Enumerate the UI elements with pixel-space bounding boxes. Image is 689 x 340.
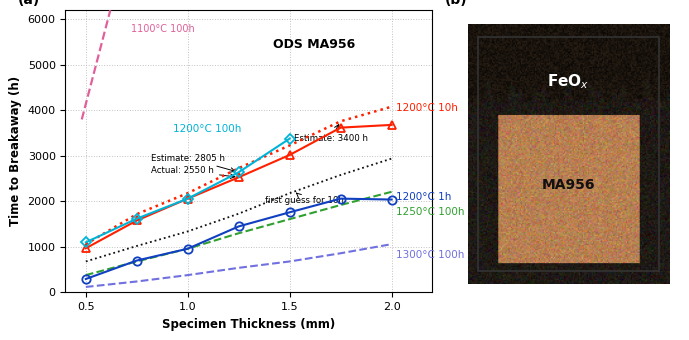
Text: 1200°C 100h: 1200°C 100h (174, 124, 242, 134)
Y-axis label: Time to Breakaway (h): Time to Breakaway (h) (9, 76, 22, 226)
Text: ODS MA956: ODS MA956 (273, 38, 356, 51)
Text: 1250°C 100h: 1250°C 100h (395, 207, 464, 217)
Text: Actual: 2550 h: Actual: 2550 h (151, 166, 235, 178)
X-axis label: Specimen Thickness (mm): Specimen Thickness (mm) (163, 318, 336, 331)
Text: 1300°C 100h: 1300°C 100h (395, 250, 464, 260)
Text: 1200°C 1h: 1200°C 1h (395, 192, 451, 202)
Text: 1200°C 10h: 1200°C 10h (395, 103, 457, 113)
Text: (b): (b) (445, 0, 467, 7)
Text: 1100°C 100h: 1100°C 100h (131, 24, 194, 34)
Text: first guess for 10h: first guess for 10h (265, 193, 344, 205)
Text: Estimate: 3400 h: Estimate: 3400 h (294, 125, 368, 143)
Text: Estimate: 2805 h: Estimate: 2805 h (151, 154, 235, 172)
Text: (a): (a) (18, 0, 40, 7)
